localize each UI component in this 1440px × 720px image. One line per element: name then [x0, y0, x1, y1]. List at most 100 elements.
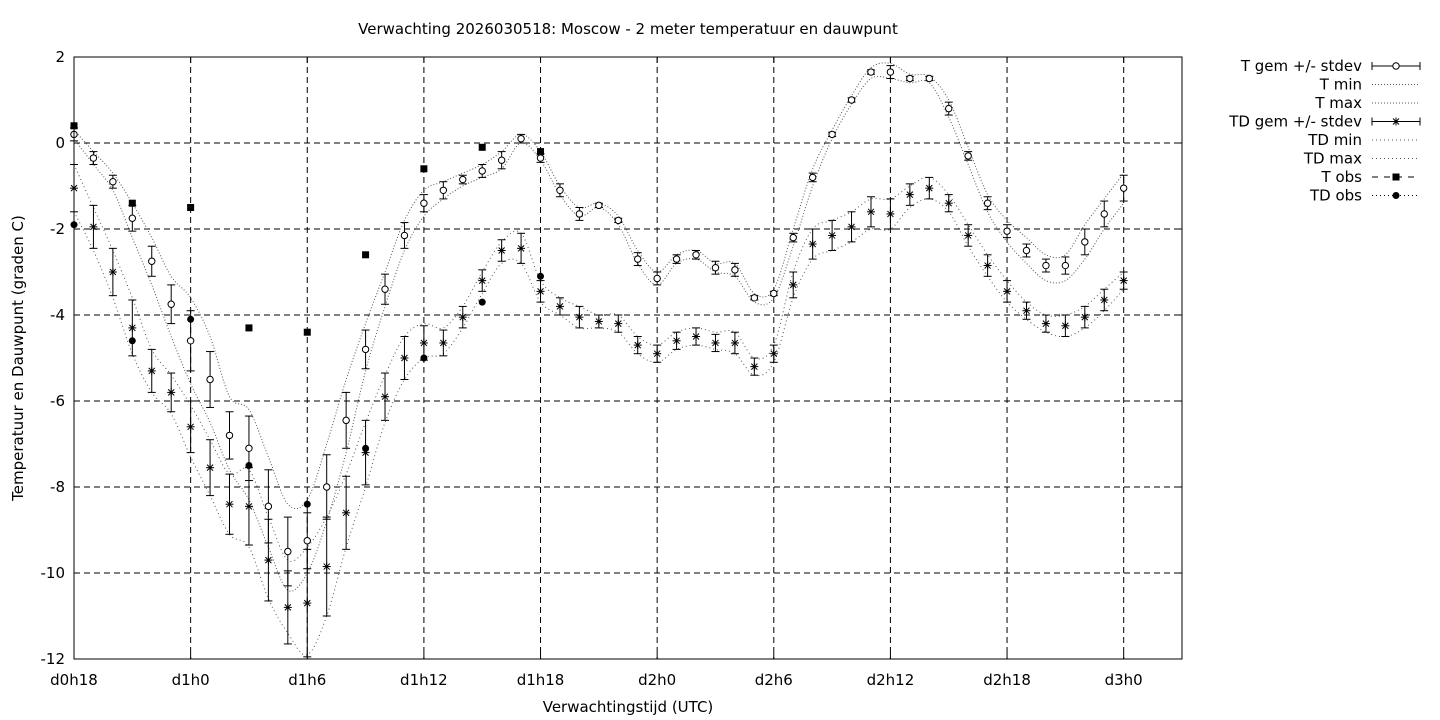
td-gem-point [89, 222, 98, 231]
x-tick-label: d2h18 [983, 671, 1031, 689]
y-tick-label: -4 [50, 306, 65, 324]
td-gem-point [555, 302, 564, 311]
t-obs-point [303, 328, 311, 336]
t-gem-point [964, 152, 972, 160]
t-gem-point [225, 431, 234, 440]
td-gem-point [419, 338, 428, 347]
td-obs-point [187, 315, 195, 323]
t-gem-point [789, 233, 797, 242]
legend-label: TD obs [1309, 187, 1362, 205]
td-gem-point [128, 323, 137, 332]
td-gem-point [264, 556, 273, 565]
series-line-t-max [73, 62, 1125, 510]
td-gem-point [167, 388, 176, 397]
td-gem-point [244, 502, 253, 511]
t-gem-point [925, 74, 933, 83]
legend-marker [1392, 117, 1400, 126]
td-gem-point [439, 338, 448, 347]
legend-label: T min [1319, 76, 1362, 94]
td-gem-point [730, 338, 739, 347]
td-gem-point [886, 209, 895, 218]
t-gem-point [886, 68, 895, 76]
td-gem-point [1119, 276, 1128, 285]
td-obs-point [245, 462, 253, 469]
td-gem-point [1080, 313, 1089, 322]
x-axis-label: Verwachtingstijd (UTC) [543, 698, 714, 716]
legend-label: T obs [1321, 168, 1363, 186]
t-gem-point [89, 154, 98, 162]
td-gem-point [672, 336, 681, 345]
t-gem-point [672, 255, 681, 263]
td-gem-point [653, 349, 662, 358]
td-obs-point [128, 337, 136, 345]
t-gem-point [497, 156, 506, 164]
t-gem-point [1081, 238, 1089, 246]
td-gem-point [964, 231, 973, 240]
t-gem-point [148, 257, 156, 265]
x-tick-label: d1h0 [172, 671, 210, 689]
td-gem-point [711, 338, 720, 347]
t-obs-point [245, 324, 253, 332]
t-gem-point [1061, 261, 1070, 270]
t-gem-point [245, 444, 253, 452]
t-obs-point [128, 199, 136, 207]
legend-label: T max [1314, 94, 1362, 112]
legend-marker [1392, 192, 1400, 199]
td-gem-point [750, 362, 759, 371]
x-tick-label: d2h6 [755, 671, 793, 689]
td-gem-point [225, 500, 234, 509]
td-gem-point [633, 341, 642, 350]
x-tick-label: d0h18 [50, 671, 98, 689]
t-gem-point [808, 173, 817, 182]
t-obs-point [187, 204, 195, 211]
t-gem-point [109, 178, 117, 186]
td-gem-point [905, 190, 914, 199]
t-gem-point [614, 216, 622, 225]
t-gem-point [1119, 184, 1128, 192]
y-tick-label: 2 [55, 48, 65, 66]
t-gem-point [381, 285, 389, 293]
x-tick-label: d2h12 [867, 671, 915, 689]
td-gem-point [594, 317, 603, 326]
y-tick-label: -2 [50, 220, 65, 238]
t-gem-point [692, 251, 700, 259]
y-axis-label: Temperatuur en Dauwpunt (graden C) [9, 215, 27, 502]
td-gem-point [847, 222, 856, 231]
t-gem-point [284, 547, 292, 556]
td-gem-point [983, 261, 992, 270]
legend-label: T gem +/- stdev [1240, 57, 1362, 75]
t-gem-point [1042, 261, 1050, 270]
x-tick-label: d1h12 [400, 671, 448, 689]
x-tick-label: d3h0 [1105, 671, 1143, 689]
t-gem-point [342, 416, 350, 425]
t-gem-point [828, 130, 836, 139]
td-gem-point [303, 599, 312, 608]
t-gem-point [186, 337, 195, 345]
t-gem-point [653, 274, 661, 283]
t-gem-point [167, 300, 175, 308]
t-gem-point [750, 294, 759, 302]
t-obs-point [478, 143, 486, 151]
y-tick-label: 0 [55, 134, 65, 152]
legend-label: TD gem +/- stdev [1228, 113, 1362, 131]
t-obs-point [537, 148, 545, 156]
td-gem-point [944, 199, 953, 208]
t-gem-point [731, 266, 739, 274]
t-gem-point [711, 264, 720, 272]
td-gem-point [322, 562, 331, 571]
td-gem-point [458, 313, 467, 322]
legend-label: TD min [1307, 131, 1362, 149]
td-gem-point [925, 184, 934, 193]
series-line-td-min [73, 198, 1125, 656]
td-gem-point [206, 463, 215, 472]
t-gem-point [361, 345, 370, 354]
chart-title: Verwachting 2026030518: Moscow - 2 meter… [358, 20, 898, 38]
td-gem-point [614, 319, 623, 328]
t-gem-point [517, 135, 525, 143]
td-gem-point [692, 332, 701, 341]
t-gem-point [323, 483, 331, 491]
td-gem-point [789, 280, 798, 289]
t-gem-point [478, 167, 486, 175]
legend-marker [1392, 62, 1400, 70]
